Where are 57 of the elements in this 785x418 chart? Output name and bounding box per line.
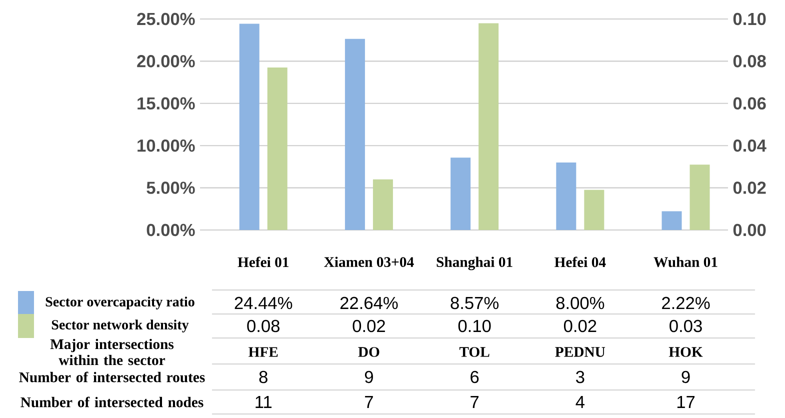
text: 9: [682, 370, 690, 384]
data-label: 0.02: [352, 320, 385, 332]
bar: [267, 68, 288, 230]
bar: [690, 164, 710, 230]
y2-tick-label: 0.04: [733, 139, 766, 152]
y-tick-label: 10.00%: [138, 139, 195, 152]
data-label: 8.00%: [556, 296, 604, 310]
text: Major intersections within the sector: [50, 338, 174, 366]
y2-tick-label: 0.02: [733, 182, 766, 194]
bar: [372, 179, 393, 230]
text: 7: [365, 396, 373, 408]
x-tick-label: Wuhan 01: [654, 256, 718, 268]
text: Number of intersected routes: [19, 372, 205, 382]
data-label: 2.22%: [662, 296, 710, 310]
text: 17: [677, 396, 695, 408]
data-label: 0.10: [458, 320, 491, 332]
text: 4: [576, 396, 584, 408]
data-label: 0.03: [670, 320, 702, 332]
y2-tick-label: 0.10: [733, 12, 766, 26]
y2-tick-label: 0.06: [733, 97, 766, 110]
bar: [584, 190, 604, 230]
text: 7: [470, 396, 479, 408]
data-label: 8.57%: [450, 296, 499, 310]
bar: [344, 38, 365, 230]
bar: [662, 211, 682, 230]
x-tick-label: Hefei 01: [238, 256, 288, 268]
text: 3: [576, 370, 584, 384]
bar: [239, 24, 260, 230]
text: 8: [259, 370, 268, 384]
legend-label: Sector network density: [52, 320, 189, 332]
y2-tick-label: 0.08: [733, 55, 766, 68]
text: 6: [470, 370, 479, 384]
data-label: 0.02: [564, 320, 596, 332]
y-tick-label: 5.00%: [146, 182, 195, 194]
y-tick-label: 25.00%: [137, 12, 195, 26]
y-tick-label: 0.00%: [146, 224, 195, 236]
text: Number of intersected nodes: [20, 396, 204, 408]
y-tick-label: 15.00%: [138, 97, 195, 110]
text: 9: [364, 370, 373, 384]
bar: [478, 23, 499, 230]
bar: [450, 158, 471, 230]
text: TOL: [459, 347, 490, 357]
x-tick-label: Xiamen 03+04: [324, 256, 414, 268]
x-tick-label: Shanghai 01: [436, 256, 512, 270]
text: HFE: [248, 347, 278, 357]
text: 11: [256, 396, 272, 408]
bar: [556, 162, 576, 230]
data-label: 22.64%: [340, 296, 398, 310]
x-tick-label: Hefei 04: [554, 256, 606, 268]
text: DO: [358, 347, 380, 357]
text: HOK: [668, 347, 703, 357]
data-label: 24.44%: [234, 296, 292, 310]
text: PEDNU: [555, 347, 606, 357]
y-tick-label: 20.00%: [137, 55, 195, 68]
legend-label: Sector overcapacity ratio: [46, 296, 194, 310]
y2-tick-label: 0.00: [733, 224, 766, 236]
data-label: 0.08: [247, 320, 280, 332]
